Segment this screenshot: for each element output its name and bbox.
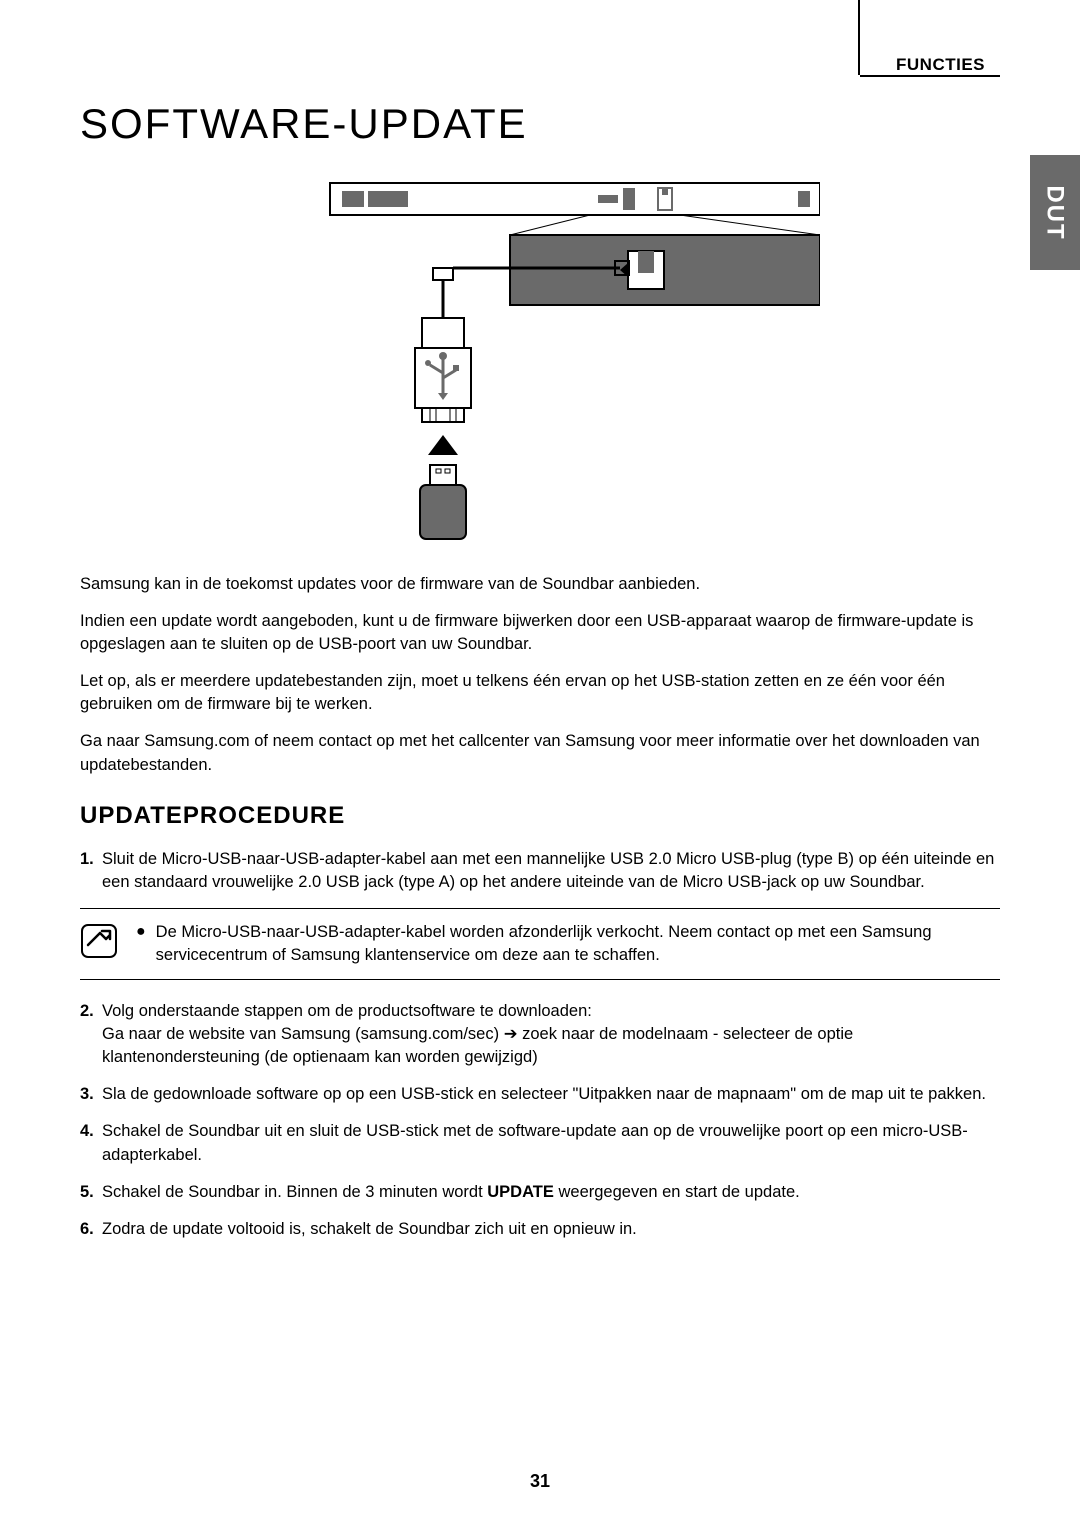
step-3-text: Sla de gedownloade software op op een US…	[102, 1085, 986, 1103]
paragraph-1: Samsung kan in de toekomst updates voor …	[80, 573, 1000, 596]
connection-diagram	[80, 173, 1000, 543]
step-3: 3. Sla de gedownloade software op op een…	[102, 1083, 1000, 1106]
note-icon	[80, 923, 118, 964]
note-text-wrapper: ● De Micro-USB-naar-USB-adapter-kabel wo…	[136, 921, 1000, 967]
note-text: De Micro-USB-naar-USB-adapter-kabel word…	[156, 921, 1000, 967]
step-2b-text: Ga naar de website van Samsung (samsung.…	[102, 1025, 853, 1066]
step-6-text: Zodra de update voltooid is, schakelt de…	[102, 1220, 637, 1238]
note-block: ● De Micro-USB-naar-USB-adapter-kabel wo…	[80, 908, 1000, 980]
step-4-text: Schakel de Soundbar uit en sluit de USB-…	[102, 1122, 968, 1163]
paragraph-4: Ga naar Samsung.com of neem contact op m…	[80, 730, 1000, 776]
procedure-list-cont: 2. Volg onderstaande stappen om de produ…	[80, 1000, 1000, 1241]
page-number: 31	[530, 1471, 550, 1492]
step-6: 6. Zodra de update voltooid is, schakelt…	[102, 1218, 1000, 1241]
step-number: 4.	[80, 1120, 94, 1143]
step-5-post: weergegeven en start de update.	[554, 1183, 800, 1201]
section-header-label: FUNCTIES	[896, 55, 985, 75]
usb-diagram-svg	[260, 173, 820, 543]
step-4: 4. Schakel de Soundbar uit en sluit de U…	[102, 1120, 1000, 1166]
step-2a-text: Volg onderstaande stappen om de products…	[102, 1002, 592, 1020]
step-1: 1. Sluit de Micro-USB-naar-USB-adapter-k…	[102, 848, 1000, 894]
side-tab-label: DUT	[1041, 185, 1069, 240]
section-heading: UPDATEPROCEDURE	[80, 802, 1000, 830]
side-language-tab: DUT	[1030, 155, 1080, 270]
step-5-bold: UPDATE	[487, 1183, 554, 1201]
step-2: 2. Volg onderstaande stappen om de produ…	[102, 1000, 1000, 1069]
step-number: 1.	[80, 848, 94, 871]
procedure-list: 1. Sluit de Micro-USB-naar-USB-adapter-k…	[80, 848, 1000, 894]
header-vertical-rule	[858, 0, 860, 75]
step-5: 5. Schakel de Soundbar in. Binnen de 3 m…	[102, 1181, 1000, 1204]
step-5-pre: Schakel de Soundbar in. Binnen de 3 minu…	[102, 1183, 487, 1201]
paragraph-2: Indien een update wordt aangeboden, kunt…	[80, 610, 1000, 656]
paragraph-3: Let op, als er meerdere updatebestanden …	[80, 670, 1000, 716]
step-number: 2.	[80, 1000, 94, 1023]
step-number: 6.	[80, 1218, 94, 1241]
step-1-text: Sluit de Micro-USB-naar-USB-adapter-kabe…	[102, 850, 994, 891]
header-underline	[860, 75, 1000, 77]
page-title: SOFTWARE-UPDATE	[80, 100, 1000, 148]
step-number: 5.	[80, 1181, 94, 1204]
note-bullet: ●	[136, 921, 146, 943]
step-number: 3.	[80, 1083, 94, 1106]
